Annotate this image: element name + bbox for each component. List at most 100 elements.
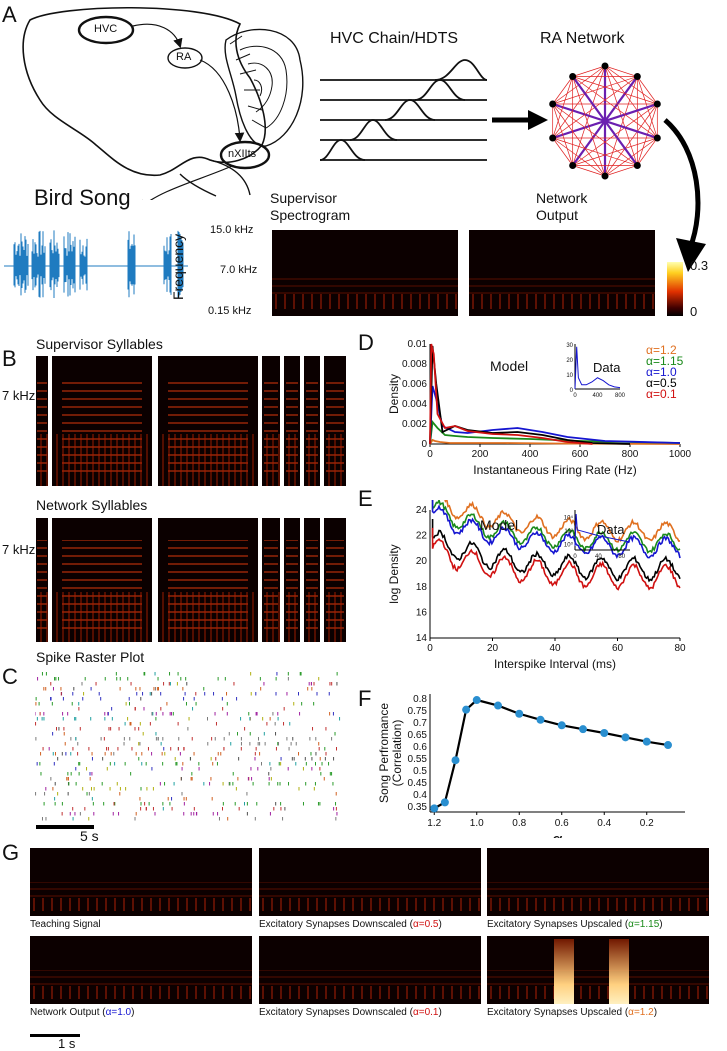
g-scale-bar <box>30 1034 80 1037</box>
chart-f-x-tick-label: 0.2 <box>640 818 654 829</box>
chart-d-series-line <box>429 419 681 445</box>
freq-tick-015: 0.15 kHz <box>208 305 252 317</box>
spectrogram-energy <box>30 986 252 999</box>
chart-d-x-tick-label: 200 <box>472 449 489 460</box>
network-edge <box>604 65 658 139</box>
freq-tick-7: 7.0 kHz <box>220 264 258 276</box>
chart-f-y-label: Song Perfromance <box>377 703 391 803</box>
chart-f-x-tick-label: 1.0 <box>470 818 484 829</box>
chart-f-x-tick-label: 0.6 <box>555 818 569 829</box>
spike-raster-title: Spike Raster Plot <box>36 649 145 665</box>
network-edge <box>572 76 606 177</box>
chart-f-y-tick-label: 0.45 <box>408 778 428 789</box>
g-caption: Excitatory Synapses Upscaled (α=1.15) <box>487 919 663 930</box>
chart-f-point <box>515 709 524 718</box>
chart-e-series-line <box>431 500 681 543</box>
chart-e-inset-y-tick: 10² <box>564 529 573 535</box>
supervisor-7khz-tick: 7 kHz <box>2 388 36 403</box>
chart-f-y-tick-label: 0.35 <box>408 802 428 813</box>
spectrogram-energy <box>487 986 709 999</box>
g-caption-close: ) <box>659 919 663 930</box>
saturated-burst <box>553 939 574 1004</box>
g-caption-close: ) <box>653 1007 658 1018</box>
chart-f-y-tick-label: 0.75 <box>408 706 428 717</box>
chart-d-title: Model <box>490 358 528 374</box>
nxii-label: nXIIts <box>228 148 257 160</box>
syllable-spectrogram <box>284 356 300 486</box>
chart-d-inset-title: Data <box>593 360 621 375</box>
chart-d-legend-item: α=1.0 <box>646 365 677 379</box>
panel-label-e: E <box>358 486 373 511</box>
network-node <box>633 161 641 169</box>
chart-f-x-tick-label: 1.2 <box>427 818 441 829</box>
chart-f-performance: 1.2 1.0 0.8 0.6 0.4 0.20.350.40.450.50.550.60… <box>377 694 685 838</box>
network-edge <box>552 65 606 139</box>
g-caption-alpha: α=0.1 <box>412 1007 439 1018</box>
syllable-spectrogram <box>324 356 346 486</box>
hvc-label: HVC <box>94 23 118 35</box>
g-caption-alpha: α=0.5 <box>412 919 439 930</box>
network-edge <box>637 137 658 166</box>
g-spectrogram <box>30 848 252 916</box>
g-caption-alpha: α=1.15 <box>628 919 660 930</box>
chart-e-y-tick-label: 24 <box>416 505 428 516</box>
syllable-spectrogram <box>262 518 280 642</box>
chart-d-inset-x-tick: 800 <box>615 393 626 399</box>
network-edge <box>572 76 658 139</box>
g-spectrogram <box>259 936 481 1004</box>
network-output-spectrogram <box>469 230 655 316</box>
chart-e-y-tick-label: 22 <box>416 531 428 542</box>
chart-d-x-tick-label: 1000 <box>669 449 692 460</box>
chain-to-network-arrow <box>492 110 548 130</box>
panel-label-a: A <box>2 2 17 27</box>
g-caption: Network Output (α=1.0) <box>30 1007 134 1018</box>
chart-d-inset-y-tick: 30 <box>566 343 573 349</box>
chart-f-point <box>664 741 672 750</box>
network-edge <box>552 76 573 105</box>
network-edge <box>637 76 658 105</box>
network-edge <box>552 76 638 105</box>
syllable-spectrogram <box>284 518 300 642</box>
network-7khz-tick: 7 kHz <box>2 542 36 557</box>
spectrogram-harmonics <box>259 882 481 903</box>
chart-f-point <box>642 737 651 746</box>
g-caption-text: Excitatory Synapses Upscaled ( <box>487 1007 629 1018</box>
chart-e-inset-title: Data <box>597 522 625 537</box>
chart-f-y-tick-label: 0.55 <box>408 754 428 765</box>
chart-f-point <box>462 705 471 714</box>
g-caption-close: ) <box>131 1007 135 1018</box>
syllable-spectrogram <box>36 356 48 486</box>
syllable-spectrogram <box>304 356 320 486</box>
syllable-spectrogram <box>324 518 346 642</box>
chart-f-point <box>621 733 630 742</box>
network-output-title: Network Output <box>536 190 588 223</box>
brain-schematic <box>22 6 304 200</box>
syllable-spectrogram <box>52 356 152 486</box>
chart-f-x-tick-label: 0.4 <box>597 818 611 829</box>
chart-e-x-tick-label: 80 <box>674 643 686 654</box>
chart-d-x-label: Instantaneous Firing Rate (Hz) <box>473 463 636 477</box>
network-node <box>549 134 557 142</box>
chart-d-y-tick-label: 0.002 <box>402 419 427 430</box>
chart-e-y-tick-label: 14 <box>416 633 428 644</box>
network-edge <box>571 75 639 167</box>
chart-d-inset-x-tick: 0 <box>573 393 577 399</box>
g-caption: Excitatory Synapses Upscaled (α=1.2) <box>487 1007 657 1018</box>
chart-d-x-tick-label: 600 <box>572 449 589 460</box>
chart-d-legend-item: α=0.5 <box>646 376 677 390</box>
hvc-chain-title: HVC Chain/HDTS <box>330 30 459 47</box>
supervisor-spectrogram-title: Supervisor Spectrogram <box>270 190 351 223</box>
chart-f-x-label: α <box>552 830 562 838</box>
syllable-spectrogram <box>158 518 258 642</box>
colorbar-min: 0 <box>690 304 698 319</box>
network-edge <box>552 103 606 177</box>
network-edge <box>552 103 638 166</box>
chart-d-x-tick-label: 0 <box>427 449 433 460</box>
spike-raster-plot <box>35 672 341 821</box>
g-caption-text: Network Output ( <box>30 1007 106 1018</box>
ra-network-title: RA Network <box>540 30 625 47</box>
chart-e-y-label: log Density <box>387 544 401 603</box>
network-node <box>653 134 661 142</box>
chart-f-point <box>579 725 587 734</box>
g-caption-text: Teaching Signal <box>30 919 101 930</box>
